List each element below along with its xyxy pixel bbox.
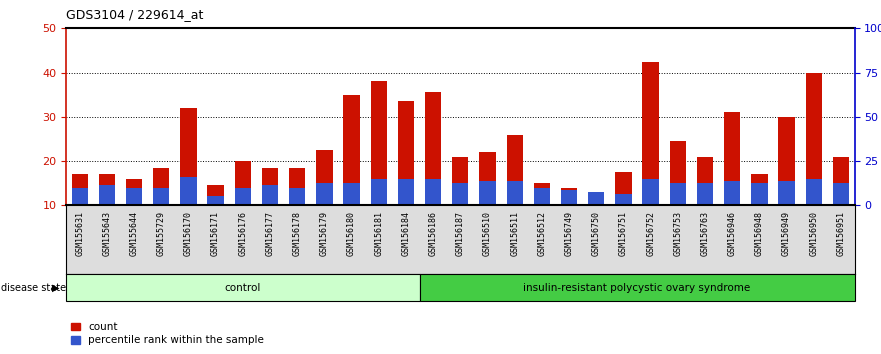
Bar	[344, 95, 359, 205]
Text: GSM155631: GSM155631	[75, 211, 85, 256]
Bar	[833, 183, 849, 205]
Bar	[398, 179, 414, 205]
Bar	[805, 179, 822, 205]
Bar	[289, 168, 306, 205]
Bar	[316, 183, 332, 205]
Bar	[289, 188, 306, 205]
Bar	[724, 181, 740, 205]
Text: GSM156946: GSM156946	[728, 211, 737, 256]
Bar	[779, 181, 795, 205]
Text: GSM156949: GSM156949	[782, 211, 791, 256]
Text: GSM156951: GSM156951	[836, 211, 846, 256]
Bar	[697, 156, 714, 205]
Text: GSM155643: GSM155643	[102, 211, 111, 256]
Bar	[833, 156, 849, 205]
Text: GSM156180: GSM156180	[347, 211, 356, 256]
Bar	[419, 274, 855, 301]
Bar	[262, 185, 278, 205]
Bar	[344, 183, 359, 205]
Bar	[425, 92, 441, 205]
Bar	[724, 113, 740, 205]
Bar	[181, 108, 196, 205]
Legend: count, percentile rank within the sample: count, percentile rank within the sample	[71, 322, 263, 345]
Bar	[751, 175, 767, 205]
Bar	[234, 161, 251, 205]
Text: GSM156510: GSM156510	[483, 211, 492, 256]
Bar	[534, 188, 550, 205]
Bar	[99, 175, 115, 205]
Bar	[452, 183, 469, 205]
Text: GSM156181: GSM156181	[374, 211, 383, 256]
Bar	[425, 179, 441, 205]
Bar	[479, 152, 496, 205]
Bar	[697, 183, 714, 205]
Bar	[153, 168, 169, 205]
Bar	[371, 179, 387, 205]
Text: GSM156177: GSM156177	[265, 211, 275, 256]
Bar	[507, 135, 522, 205]
Text: GSM156948: GSM156948	[755, 211, 764, 256]
Bar	[207, 196, 224, 205]
Bar	[642, 179, 659, 205]
Text: insulin-resistant polycystic ovary syndrome: insulin-resistant polycystic ovary syndr…	[523, 282, 751, 293]
Text: GSM155644: GSM155644	[130, 211, 138, 256]
Text: GSM156186: GSM156186	[429, 211, 438, 256]
Bar	[71, 175, 88, 205]
Bar	[181, 177, 196, 205]
Bar	[561, 190, 577, 205]
Text: GSM156187: GSM156187	[455, 211, 465, 256]
Text: GSM156950: GSM156950	[810, 211, 818, 256]
Text: ▶: ▶	[52, 282, 60, 293]
Bar	[561, 188, 577, 205]
Bar	[642, 62, 659, 205]
Bar	[615, 172, 632, 205]
Bar	[615, 194, 632, 205]
Bar	[234, 188, 251, 205]
Bar	[153, 188, 169, 205]
Bar	[589, 192, 604, 205]
Text: GDS3104 / 229614_at: GDS3104 / 229614_at	[66, 8, 204, 21]
Text: GSM156511: GSM156511	[510, 211, 519, 256]
Text: GSM156176: GSM156176	[238, 211, 248, 256]
Bar	[316, 150, 332, 205]
Text: GSM156179: GSM156179	[320, 211, 329, 256]
Bar	[589, 192, 604, 205]
Text: GSM156763: GSM156763	[700, 211, 709, 256]
Bar	[779, 117, 795, 205]
Bar	[534, 183, 550, 205]
Bar	[452, 156, 469, 205]
Bar	[670, 183, 686, 205]
Bar	[670, 141, 686, 205]
Text: GSM156750: GSM156750	[592, 211, 601, 256]
Text: GSM155729: GSM155729	[157, 211, 166, 256]
Text: GSM156749: GSM156749	[565, 211, 574, 256]
Bar	[507, 181, 522, 205]
Bar	[207, 185, 224, 205]
Text: GSM156753: GSM156753	[673, 211, 683, 256]
Bar	[126, 188, 142, 205]
Text: GSM156170: GSM156170	[184, 211, 193, 256]
Bar	[99, 185, 115, 205]
Bar	[262, 168, 278, 205]
Text: GSM156752: GSM156752	[646, 211, 655, 256]
Bar	[126, 179, 142, 205]
Text: GSM156751: GSM156751	[619, 211, 628, 256]
Bar	[371, 81, 387, 205]
Text: GSM156184: GSM156184	[402, 211, 411, 256]
Text: GSM156512: GSM156512	[537, 211, 546, 256]
Text: control: control	[225, 282, 261, 293]
Bar	[805, 73, 822, 205]
Bar	[398, 101, 414, 205]
Bar	[479, 181, 496, 205]
Text: GSM156171: GSM156171	[211, 211, 220, 256]
Bar	[66, 274, 419, 301]
Bar	[71, 188, 88, 205]
Text: GSM156178: GSM156178	[292, 211, 301, 256]
Bar	[751, 183, 767, 205]
Text: disease state: disease state	[1, 282, 66, 293]
